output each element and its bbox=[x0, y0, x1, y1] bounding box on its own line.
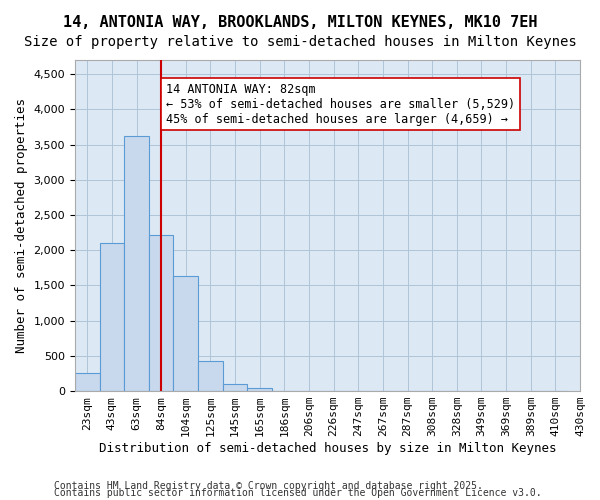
Bar bbox=[223, 384, 247, 391]
Bar bbox=[75, 374, 100, 391]
Text: Contains HM Land Registry data © Crown copyright and database right 2025.: Contains HM Land Registry data © Crown c… bbox=[54, 481, 483, 491]
Bar bbox=[149, 234, 173, 391]
Bar bbox=[173, 276, 198, 391]
Text: Size of property relative to semi-detached houses in Milton Keynes: Size of property relative to semi-detach… bbox=[23, 35, 577, 49]
Text: 14 ANTONIA WAY: 82sqm
← 53% of semi-detached houses are smaller (5,529)
45% of s: 14 ANTONIA WAY: 82sqm ← 53% of semi-deta… bbox=[166, 82, 515, 126]
Bar bbox=[198, 361, 223, 391]
Bar bbox=[124, 136, 149, 391]
Text: 14, ANTONIA WAY, BROOKLANDS, MILTON KEYNES, MK10 7EH: 14, ANTONIA WAY, BROOKLANDS, MILTON KEYN… bbox=[63, 15, 537, 30]
Y-axis label: Number of semi-detached properties: Number of semi-detached properties bbox=[15, 98, 28, 353]
Text: Contains public sector information licensed under the Open Government Licence v3: Contains public sector information licen… bbox=[54, 488, 542, 498]
Bar bbox=[247, 388, 272, 391]
X-axis label: Distribution of semi-detached houses by size in Milton Keynes: Distribution of semi-detached houses by … bbox=[99, 442, 556, 455]
Bar bbox=[100, 243, 124, 391]
